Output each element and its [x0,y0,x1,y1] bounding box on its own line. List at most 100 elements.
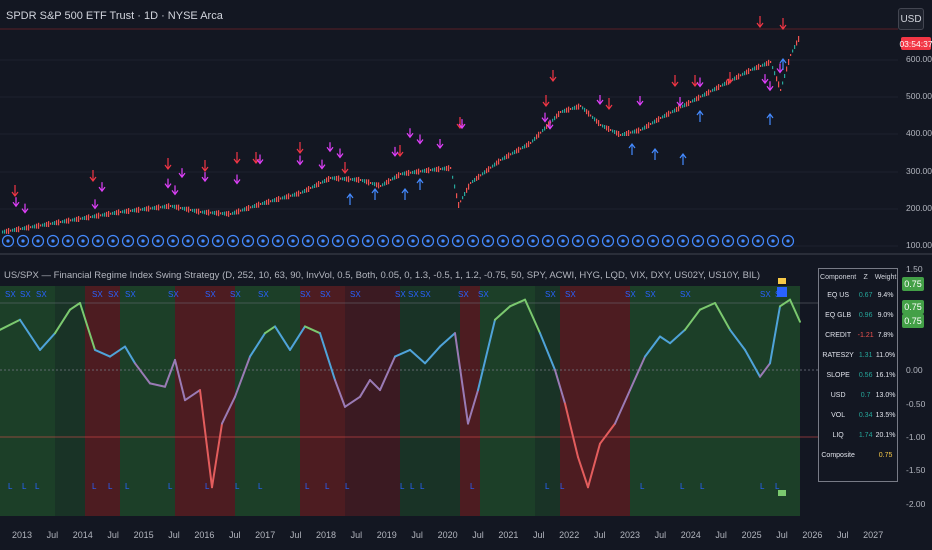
price-candle [384,181,386,186]
time-tick-label: Jul [715,530,727,540]
composite-line-segment [164,358,176,388]
price-candle [262,201,264,205]
currency-button[interactable]: USD [898,8,924,30]
price-candle [170,205,172,207]
event-dot [336,239,340,243]
price-candle [650,123,652,125]
composite-line-segment [394,348,411,358]
weight: 11.0% [875,351,896,359]
sell-arrow-head [779,24,787,30]
current-signal-marker [778,278,786,284]
event-circle [136,234,150,248]
price-candle [412,170,414,174]
price-candle [6,228,8,234]
price-candle [108,211,110,217]
sell-arrow-head [341,168,349,174]
price-candle [718,84,720,91]
event-dot [771,239,775,243]
event-dot [96,239,100,243]
long-entry-label: L [560,482,565,491]
event-circle [1,234,15,248]
time-tick-label: Jul [837,530,849,540]
price-pane[interactable] [0,16,932,255]
price-candle [492,164,494,168]
regime-band [400,286,460,516]
price-candle [150,207,152,210]
regime-band [85,286,120,516]
component-name: USD [830,391,846,399]
composite-line-segment [69,302,81,311]
buy-arrow-head [779,58,787,64]
price-candle [640,129,642,131]
time-tick-label: Jul [654,530,667,540]
event-circle [406,234,420,248]
price-candle [60,221,62,223]
composite-line-segment [124,345,136,365]
event-dot [141,239,145,243]
price-candle [132,209,134,213]
composite-line-segment [199,389,213,489]
price-candle [756,65,758,71]
composite-line-segment [289,325,306,351]
price-candle [658,116,660,123]
price-candle [746,69,748,75]
event-dot [291,239,295,243]
event-circle [271,234,285,248]
composite-line-segment [454,332,469,425]
price-candle [478,173,480,180]
buy-arrow-head [679,153,687,159]
price-candle [48,221,50,228]
time-tick-label: Jul [107,530,119,540]
table-header-row: Component Z Weight [819,269,897,285]
composite-line-segment [629,355,646,392]
weight: 9.0% [877,311,894,319]
price-candle [126,208,128,214]
event-circle [46,234,60,248]
weight: 13.5% [875,411,896,419]
price-candle [90,216,92,218]
price-candle [426,168,428,174]
price-candle [252,205,254,209]
long-entry-label: L [700,482,705,491]
component-name: LIQ [832,431,844,439]
price-candle [244,207,246,212]
price-candle [382,183,384,187]
event-dot [51,239,55,243]
price-candle [336,175,338,181]
price-candle [118,209,120,216]
price-candle [16,227,18,233]
price-candle [680,106,682,109]
short-exit-label: SX [420,290,431,299]
event-dot [726,239,730,243]
price-candle [352,177,354,181]
event-dot [381,239,385,243]
event-dot [441,239,445,243]
composite-line-segment [79,302,96,351]
price-candle [78,216,80,222]
long-entry-label: L [410,482,415,491]
price-candle [618,131,620,137]
event-circle [511,234,525,248]
price-candle [50,222,52,225]
event-circle [76,234,90,248]
event-dot [411,239,415,243]
price-candle [712,88,714,92]
long-entry-label: L [775,482,780,491]
indicator-title[interactable]: US/SPX — Financial Regime Index Swing St… [4,270,761,281]
long-entry-label: L [205,482,210,491]
price-candle [56,220,58,226]
indicator-pane[interactable]: SX SX SX SX SX SX SX SX SX SX SX SX SX SX SX SX SX SX SX SX… [0,278,898,516]
price-candle [288,193,290,200]
price-candle [654,119,656,124]
event-dot [126,239,130,243]
price-candle [590,114,592,117]
price-candle [172,204,174,208]
price-candle [788,59,790,65]
price-candle [744,71,746,76]
price-candle [212,211,214,215]
price-candle [410,171,412,174]
price-candle [738,73,740,80]
price-candle [306,187,308,193]
